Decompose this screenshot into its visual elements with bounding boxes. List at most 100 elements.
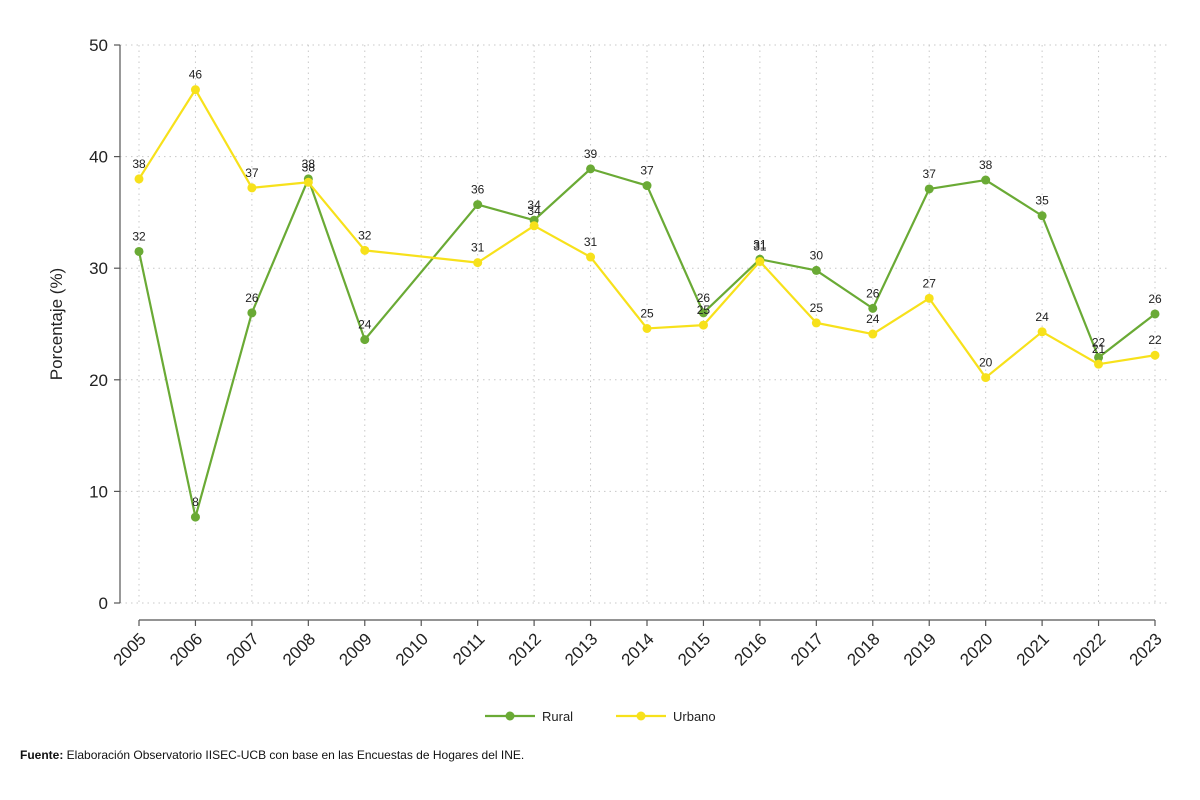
data-label-rural: 26 (697, 291, 711, 305)
y-tick-label: 20 (89, 371, 108, 390)
data-label-rural: 37 (923, 167, 937, 181)
data-label-rural: 39 (584, 147, 598, 161)
legend-swatch-marker (505, 711, 515, 721)
y-tick-label: 50 (89, 36, 108, 55)
data-point-urbano (247, 183, 257, 193)
data-label-rural: 26 (866, 286, 880, 300)
data-label-rural: 37 (640, 164, 654, 178)
data-label-urbano: 24 (866, 312, 880, 326)
x-tick-label: 2008 (279, 629, 319, 669)
data-point-urbano (698, 320, 708, 330)
legend: Rural Urbano (485, 709, 716, 724)
data-label-rural: 36 (471, 183, 485, 197)
data-label-urbano: 34 (527, 204, 541, 218)
data-point-urbano (529, 221, 539, 231)
x-tick-label: 2019 (900, 629, 940, 669)
data-point-rural (190, 512, 200, 522)
x-tick-label: 2021 (1013, 629, 1053, 669)
data-point-urbano (586, 252, 596, 262)
x-tick-label: 2012 (505, 629, 545, 669)
x-tick-label: 2020 (956, 629, 996, 669)
y-tick-label: 0 (99, 594, 108, 613)
data-label-rural: 34 (527, 198, 541, 212)
data-point-rural (868, 303, 878, 313)
data-point-rural (134, 246, 144, 256)
series-line-rural (137, 167, 1156, 519)
x-tick-label: 2023 (1126, 629, 1166, 669)
data-label-urbano: 25 (697, 303, 711, 317)
grid-lines (120, 44, 1170, 604)
data-point-rural (1150, 309, 1160, 319)
x-tick-label: 2016 (731, 629, 771, 669)
source-note: Fuente: Elaboración Observatorio IISEC-U… (20, 748, 524, 762)
data-point-rural (1037, 211, 1047, 221)
data-label-rural: 8 (192, 495, 199, 509)
data-label-urbano: 38 (132, 157, 146, 171)
data-point-urbano (303, 177, 313, 187)
data-label-rural: 26 (1148, 292, 1162, 306)
data-label-rural: 24 (358, 318, 372, 332)
data-point-urbano (981, 373, 991, 383)
data-point-rural (1094, 352, 1104, 362)
x-tick-label: 2018 (843, 629, 883, 669)
data-point-rural (586, 164, 596, 174)
data-label-urbano: 25 (810, 301, 824, 315)
source-text: Elaboración Observatorio IISEC-UCB con b… (63, 748, 525, 762)
data-label-urbano: 25 (640, 306, 654, 320)
x-tick-label: 2005 (110, 629, 150, 669)
data-point-rural (981, 175, 991, 185)
data-label-rural: 22 (1092, 335, 1106, 349)
y-tick-label: 40 (89, 148, 108, 167)
data-point-rural (924, 184, 934, 194)
data-label-urbano: 22 (1148, 333, 1162, 347)
x-tick-label: 2007 (223, 629, 263, 669)
data-label-urbano: 27 (923, 276, 937, 290)
series-layer (134, 85, 1160, 522)
x-tick-label: 2006 (166, 629, 206, 669)
data-label-rural: 38 (979, 158, 993, 172)
data-point-rural (473, 200, 483, 210)
data-label-urbano: 20 (979, 356, 993, 370)
data-label-rural: 30 (810, 248, 824, 262)
data-label-rural: 26 (245, 291, 259, 305)
data-point-rural (811, 265, 821, 275)
data-point-urbano (1094, 359, 1104, 369)
y-tick-label: 10 (89, 482, 108, 501)
y-axis-label: Porcentaje (%) (47, 268, 66, 380)
x-tick-label: 2009 (335, 629, 375, 669)
legend-swatch-marker (636, 711, 646, 721)
data-label-urbano: 31 (584, 235, 598, 249)
data-point-urbano (868, 329, 878, 339)
data-point-urbano (811, 318, 821, 328)
data-point-urbano (134, 174, 144, 184)
data-label-rural: 31 (753, 237, 767, 251)
data-label-urbano: 37 (245, 166, 259, 180)
data-label-urbano: 31 (471, 241, 485, 255)
line-chart: 0 10 20 30 40 50 2005 2006 2007 2008 2009 2010 2011 2… (47, 36, 1170, 724)
axes: 0 10 20 30 40 50 2005 2006 2007 2008 2009 2010 2011 2… (89, 36, 1166, 670)
data-point-rural (642, 181, 652, 191)
data-point-rural (247, 308, 257, 318)
data-label-urbano: 24 (1035, 310, 1049, 324)
data-point-rural (698, 308, 708, 318)
x-tick-label: 2015 (674, 629, 714, 669)
data-point-rural (360, 335, 370, 345)
data-label-rural: 35 (1035, 194, 1049, 208)
series-line-urbano (138, 88, 1156, 379)
data-label-rural: 38 (302, 157, 316, 171)
data-point-urbano (190, 85, 200, 95)
data-point-urbano (642, 323, 652, 333)
data-point-urbano (1037, 327, 1047, 337)
y-tick-label: 30 (89, 259, 108, 278)
x-tick-label: 2010 (392, 629, 432, 669)
x-tick-label: 2013 (561, 629, 601, 669)
legend-label-urbano: Urbano (673, 709, 716, 724)
source-label: Fuente: (20, 748, 64, 762)
data-point-urbano (924, 293, 934, 303)
data-label-urbano: 46 (189, 68, 203, 82)
data-label-urbano: 32 (358, 228, 372, 242)
data-label-urbano: 31 (753, 240, 767, 254)
data-point-urbano (1150, 350, 1160, 360)
legend-label-rural: Rural (542, 709, 573, 724)
x-tick-label: 2017 (787, 629, 827, 669)
